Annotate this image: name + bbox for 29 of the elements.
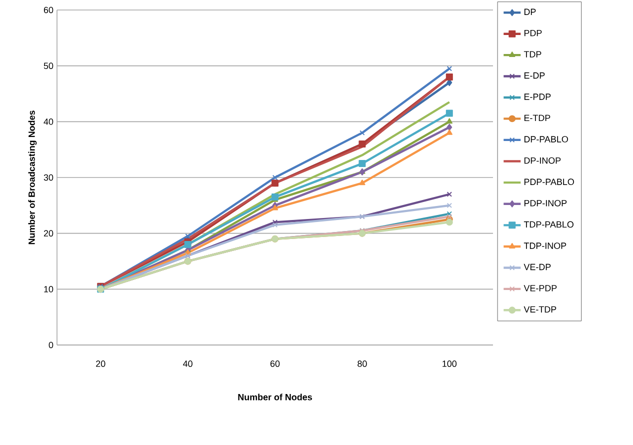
x-tick-label: 60 (270, 360, 280, 367)
legend-label: PDP (524, 30, 542, 36)
legend-label: VE-PDP (524, 285, 557, 292)
x-axis-title: Number of Nodes (238, 394, 312, 400)
legend-label: DP-PABLO (524, 136, 568, 142)
y-tick-label: 20 (44, 230, 54, 237)
legend-label: E-PDP (524, 94, 551, 100)
y-tick-label: 0 (48, 342, 54, 348)
legend-label: PDP-INOP (524, 200, 567, 206)
y-tick-label: 40 (44, 118, 54, 125)
x-tick-label: 100 (442, 360, 457, 367)
legend-label: E-DP (524, 72, 545, 79)
x-tick-label: 40 (183, 360, 192, 367)
legend-label: TDP (524, 51, 542, 58)
y-tick-label: 30 (44, 174, 54, 181)
legend-label: VE-DP (524, 264, 551, 270)
x-tick-label: 20 (96, 360, 106, 367)
y-tick-label: 50 (44, 62, 54, 70)
x-tick-label: 80 (358, 360, 367, 367)
legend-label: PDP-PABLO (524, 178, 574, 186)
y-tick-label: 60 (44, 6, 54, 14)
legend-label: VE-TDP (524, 306, 556, 312)
y-axis-title: Number of Broadcasting Nodes (28, 110, 37, 244)
legend-label: DP (524, 8, 536, 15)
legend-label: DP-INOP (524, 157, 561, 164)
y-tick-label: 10 (44, 286, 54, 292)
legend-label: E-TDP (524, 114, 550, 122)
legend-label: TDP-PABLO (524, 221, 574, 228)
legend-label: TDP-INOP (524, 242, 566, 249)
